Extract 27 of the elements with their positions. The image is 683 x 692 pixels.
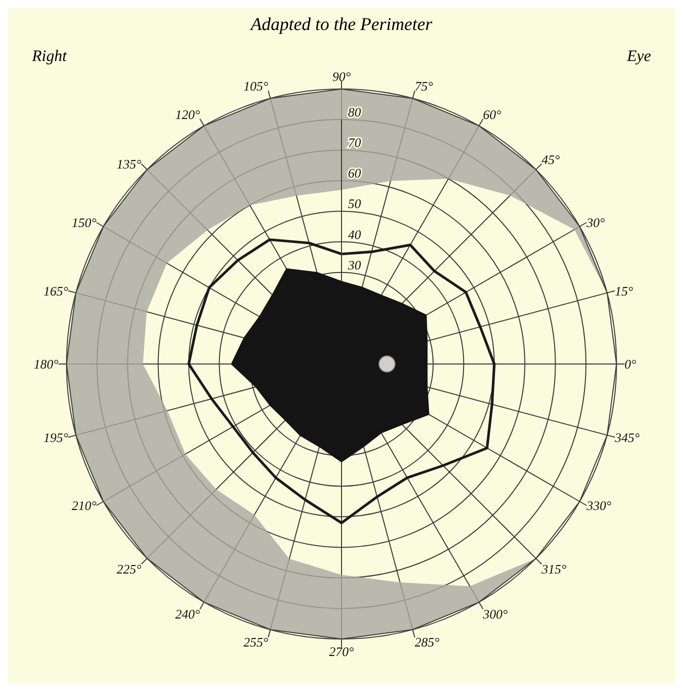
spoke-label: 345° [614,430,640,445]
spoke-label: 285° [414,634,440,650]
spoke-label: 60° [483,106,502,122]
chart-title: Adapted to the Perimeter [248,13,434,36]
text: Eye [627,48,651,66]
spoke-label: 150° [72,215,96,230]
spoke-label: 75° [414,78,433,94]
spoke-label: 180° [34,356,58,372]
y-tick-label: 60 [348,166,362,181]
spoke-label: 210° [72,498,96,514]
spoke-label: 105° [244,78,268,94]
spoke-label: 255° [244,634,268,650]
spoke-label: 225° [116,561,142,576]
spoke-label: 120° [175,106,200,122]
text: Right [32,48,67,66]
spoke-label: 270° [329,644,354,660]
spoke-label: 15° [614,283,634,298]
spoke-label: 0° [624,356,636,372]
spoke-label: 90° [332,69,351,84]
spoke-label: 165° [43,283,68,298]
spoke-label: 240° [175,606,200,622]
y-tick-label: 70 [348,135,362,150]
y-tick-label: 80 [348,104,362,120]
spoke-label: 135° [116,156,142,172]
spoke-label: 300° [482,606,508,622]
spoke-label: 45° [542,152,560,167]
spoke-label: 195° [43,430,68,445]
